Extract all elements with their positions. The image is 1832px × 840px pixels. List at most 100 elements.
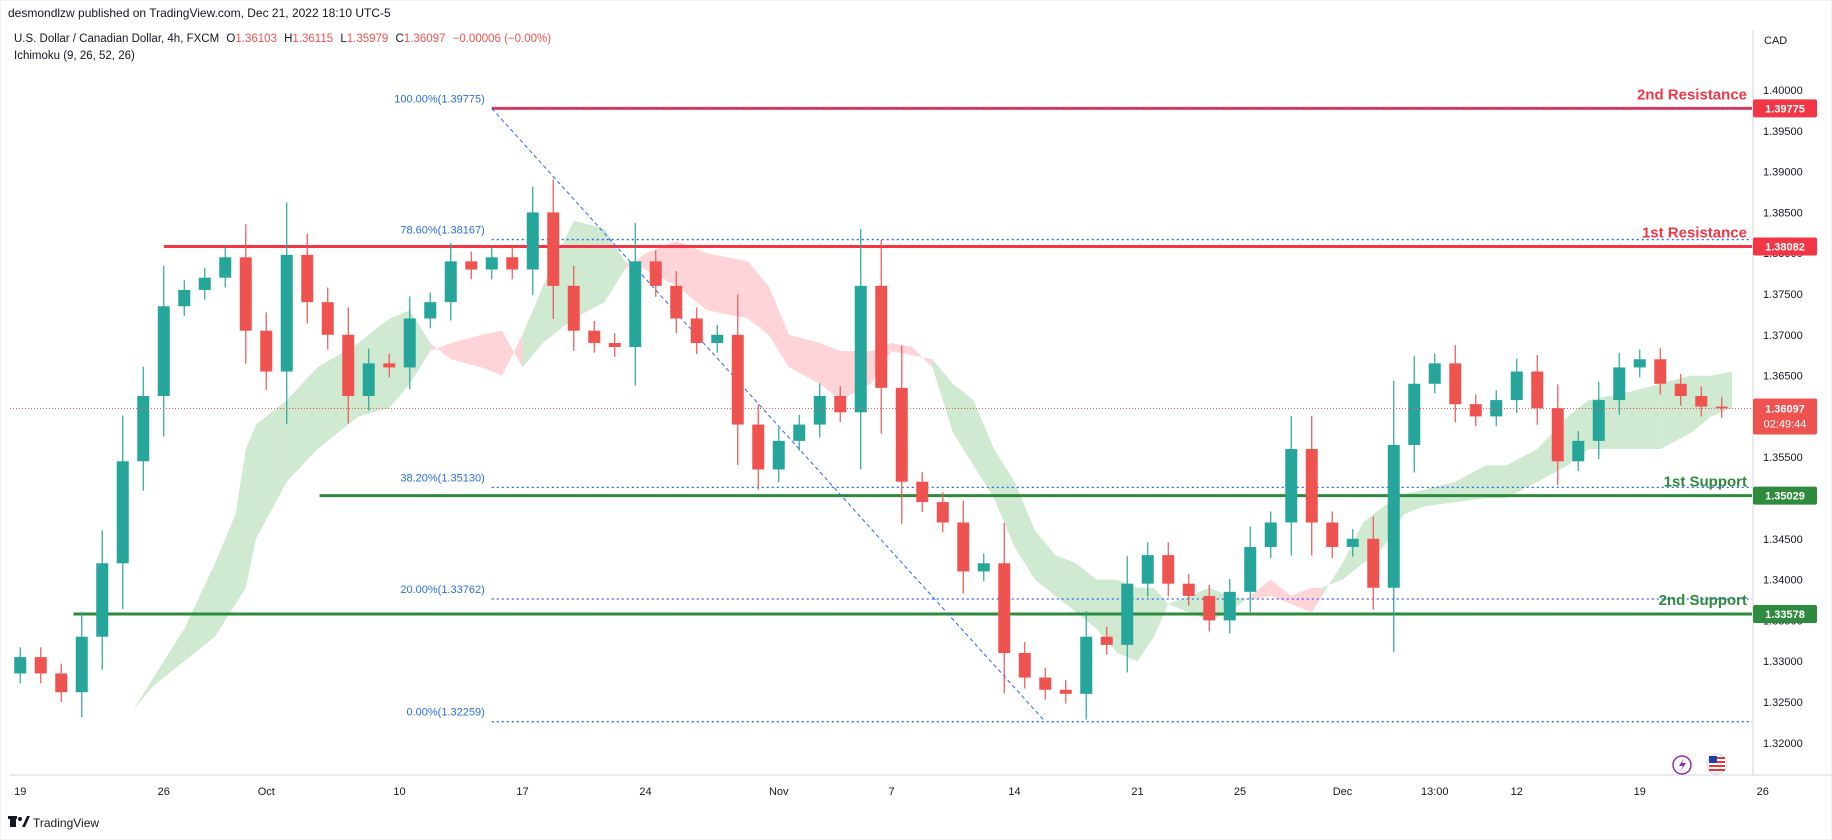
- candle-body[interactable]: [1244, 546, 1257, 592]
- candle-body[interactable]: [1121, 583, 1134, 645]
- x-tick-label: Nov: [769, 786, 789, 798]
- indicator-legend[interactable]: Ichimoku (9, 26, 52, 26): [14, 50, 135, 62]
- candle-body[interactable]: [1490, 400, 1503, 417]
- candle-body[interactable]: [1182, 583, 1195, 596]
- cloud-segment: [932, 359, 953, 433]
- candle-body[interactable]: [567, 285, 580, 331]
- candle-body[interactable]: [731, 334, 744, 425]
- candle-body[interactable]: [137, 396, 150, 462]
- current-price-badge[interactable]: [1753, 398, 1817, 435]
- candle-body[interactable]: [1203, 595, 1216, 621]
- candle-body[interactable]: [14, 657, 27, 674]
- candle-body[interactable]: [1305, 449, 1318, 523]
- candle-body[interactable]: [280, 254, 293, 372]
- y-tick-label: 1.37500: [1763, 289, 1803, 301]
- candle-body[interactable]: [1469, 404, 1482, 417]
- candle-body[interactable]: [424, 302, 437, 319]
- candle-body[interactable]: [875, 285, 888, 388]
- us-flag-icon[interactable]: [1706, 753, 1728, 775]
- candle-body[interactable]: [1633, 359, 1646, 368]
- candle-body[interactable]: [321, 302, 334, 335]
- candle-body[interactable]: [485, 257, 498, 270]
- cloud-segment: [133, 677, 154, 711]
- candle-body[interactable]: [1346, 538, 1359, 547]
- candle-body[interactable]: [198, 277, 211, 290]
- candle-body[interactable]: [1387, 444, 1400, 588]
- candle-body[interactable]: [1551, 408, 1564, 462]
- candle-body[interactable]: [998, 563, 1011, 654]
- candle-body[interactable]: [1715, 406, 1728, 409]
- candle-body[interactable]: [178, 289, 191, 307]
- candle-body[interactable]: [239, 257, 252, 331]
- candle-body[interactable]: [55, 673, 68, 693]
- symbol-legend[interactable]: U.S. Dollar / Canadian Dollar, 4h, FXCM …: [14, 33, 551, 45]
- candle-body[interactable]: [444, 261, 457, 303]
- candle-body[interactable]: [506, 257, 519, 270]
- candle-body[interactable]: [977, 563, 990, 572]
- candle-body[interactable]: [116, 461, 129, 564]
- y-tick-label: 1.39000: [1763, 167, 1803, 179]
- candle-body[interactable]: [1592, 400, 1605, 441]
- candle-body[interactable]: [1264, 522, 1277, 547]
- candle-body[interactable]: [588, 330, 601, 343]
- candle-body[interactable]: [834, 396, 847, 413]
- candle-body[interactable]: [1428, 363, 1441, 384]
- candle-body[interactable]: [383, 363, 396, 368]
- candle-body[interactable]: [793, 424, 806, 441]
- candle-body[interactable]: [1531, 371, 1544, 409]
- candle-body[interactable]: [1039, 677, 1052, 690]
- candle-body[interactable]: [260, 330, 273, 372]
- candle-body[interactable]: [895, 387, 908, 482]
- x-tick-label: 17: [516, 786, 528, 798]
- candle-body[interactable]: [219, 257, 232, 278]
- candle-body[interactable]: [608, 342, 621, 348]
- candle-body[interactable]: [813, 396, 826, 425]
- fib-trend-line[interactable]: [491, 108, 1046, 723]
- candle-body[interactable]: [1408, 383, 1421, 445]
- candle-body[interactable]: [772, 440, 785, 470]
- candle-body[interactable]: [1695, 396, 1708, 407]
- candle-body[interactable]: [1100, 636, 1113, 645]
- symbol-title[interactable]: U.S. Dollar / Canadian Dollar, 4h, FXCM: [14, 33, 220, 45]
- candle-body[interactable]: [1018, 653, 1031, 678]
- candle-body[interactable]: [342, 334, 355, 396]
- candle-body[interactable]: [752, 424, 765, 470]
- candle-body[interactable]: [1572, 440, 1585, 462]
- candle-body[interactable]: [1223, 591, 1236, 621]
- candle-body[interactable]: [403, 318, 416, 368]
- candle-body[interactable]: [1674, 383, 1687, 396]
- candle-body[interactable]: [1285, 449, 1298, 523]
- candle-body[interactable]: [670, 285, 683, 319]
- candle-body[interactable]: [301, 254, 314, 303]
- candle-body[interactable]: [1654, 359, 1667, 384]
- candle-body[interactable]: [526, 212, 539, 270]
- lightning-icon[interactable]: [1672, 755, 1692, 775]
- candle-body[interactable]: [1449, 363, 1462, 405]
- candle-body[interactable]: [1367, 538, 1380, 588]
- candle-body[interactable]: [75, 636, 88, 693]
- candle-body[interactable]: [1326, 522, 1339, 547]
- candle-body[interactable]: [362, 363, 375, 396]
- candle-body[interactable]: [629, 261, 642, 348]
- candle-body[interactable]: [649, 261, 662, 286]
- cloud-segment: [789, 334, 820, 384]
- candle-body[interactable]: [1510, 371, 1523, 401]
- candle-body[interactable]: [547, 212, 560, 286]
- candle-body[interactable]: [1613, 367, 1626, 401]
- candle-body[interactable]: [157, 306, 170, 396]
- candle-body[interactable]: [34, 657, 47, 674]
- candle-body[interactable]: [690, 318, 703, 343]
- footer-brand[interactable]: TradingView: [8, 816, 99, 830]
- candle-body[interactable]: [936, 502, 949, 523]
- candle-body[interactable]: [1162, 555, 1175, 584]
- candle-body[interactable]: [711, 334, 724, 343]
- candle-body[interactable]: [1080, 636, 1093, 694]
- candle-body[interactable]: [1059, 689, 1072, 694]
- candle-body[interactable]: [465, 261, 478, 270]
- candle-body[interactable]: [916, 481, 929, 503]
- candle-body[interactable]: [1141, 555, 1154, 584]
- candle-body[interactable]: [957, 522, 970, 572]
- candle-body[interactable]: [854, 285, 867, 413]
- candle-body[interactable]: [96, 563, 109, 637]
